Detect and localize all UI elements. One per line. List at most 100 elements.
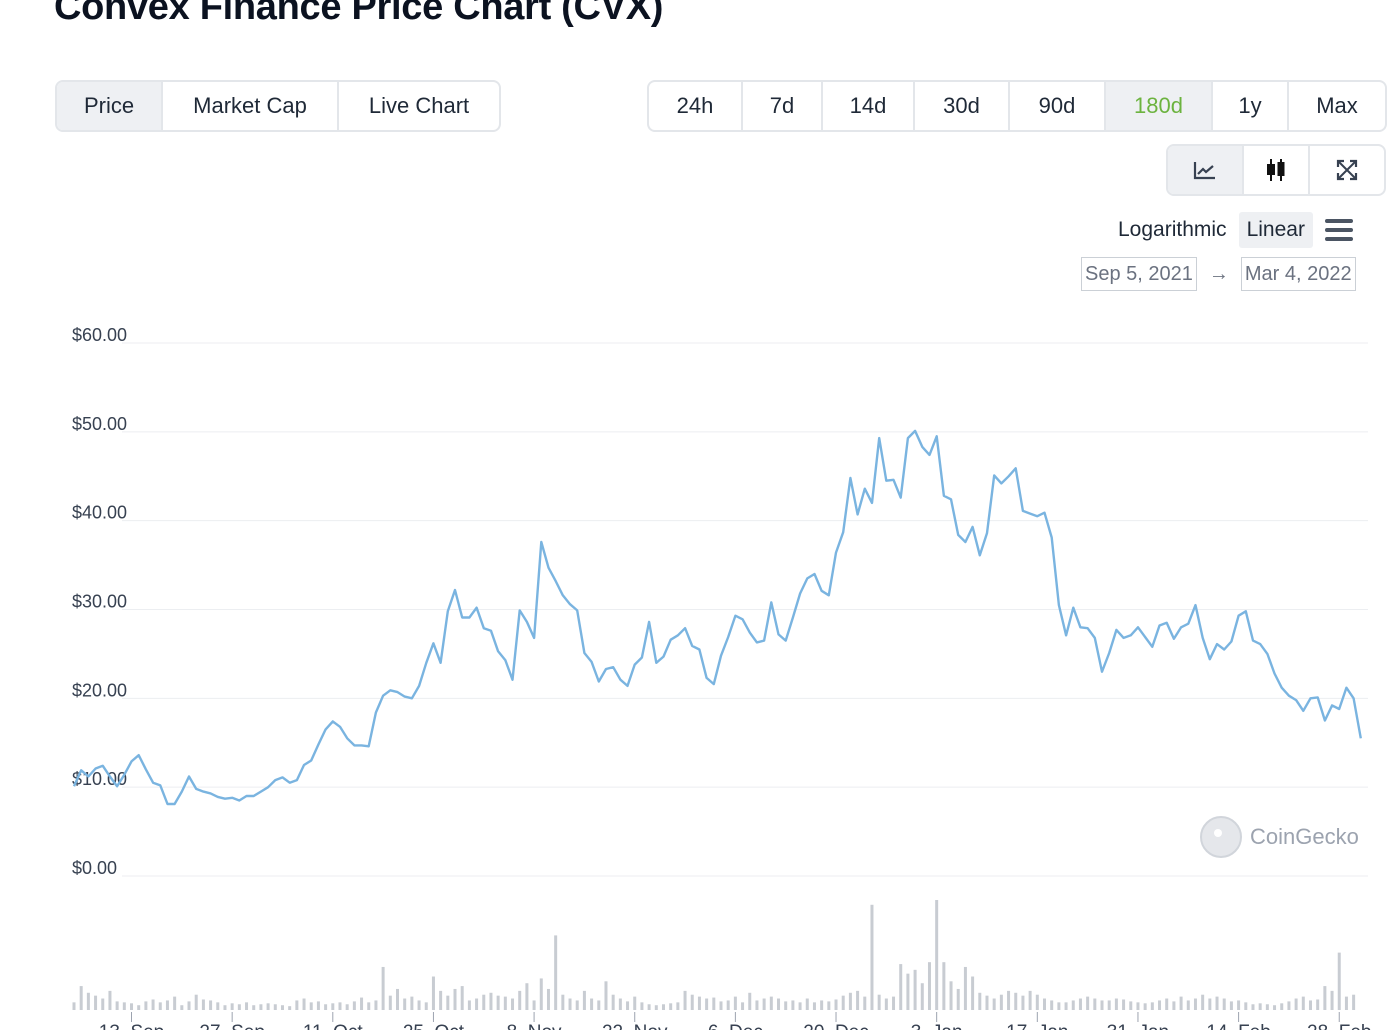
volume-bar xyxy=(352,1001,356,1010)
volume-bar xyxy=(777,998,781,1010)
volume-bar xyxy=(1294,998,1298,1010)
volume-bar xyxy=(590,998,594,1010)
x-tick-label: 17. Jan xyxy=(1006,1022,1068,1030)
volume-bar xyxy=(331,1003,335,1010)
volume-bar xyxy=(697,996,701,1010)
volume-bar xyxy=(913,969,917,1010)
volume-bar xyxy=(309,1002,313,1010)
scale-linear[interactable]: Linear xyxy=(1238,212,1313,248)
volume-bar xyxy=(1122,999,1126,1010)
volume-bar xyxy=(1136,1002,1140,1010)
hamburger-menu-icon[interactable] xyxy=(1324,219,1353,241)
volume-bar xyxy=(431,976,435,1010)
volume-bar xyxy=(223,1005,227,1010)
volume-bar xyxy=(1323,986,1327,1010)
volume-bar xyxy=(676,1002,680,1010)
volume-bar xyxy=(1273,1005,1277,1010)
volume-bar xyxy=(906,973,910,1010)
x-tick-label: 8. Nov xyxy=(507,1022,562,1030)
volume-bar xyxy=(489,992,493,1010)
chart-type-tabs: Price Market Cap Live Chart xyxy=(55,80,501,132)
tab-price[interactable]: Price xyxy=(57,82,163,130)
volume-bar xyxy=(1129,1001,1133,1010)
volume-bar xyxy=(245,1002,249,1010)
volume-bar xyxy=(992,998,996,1010)
tab-market-cap[interactable]: Market Cap xyxy=(163,82,339,130)
volume-bar xyxy=(216,1002,220,1010)
volume-bar xyxy=(927,962,931,1010)
volume-bar xyxy=(1071,1000,1075,1010)
range-max[interactable]: Max xyxy=(1316,93,1358,118)
volume-bar xyxy=(1043,998,1046,1010)
volume-bar xyxy=(518,990,522,1010)
volume-bar xyxy=(762,998,766,1010)
volume-bar xyxy=(410,996,414,1010)
range-1y[interactable]: 1y xyxy=(1213,82,1289,130)
y-tick-label: $60.00 xyxy=(72,325,127,345)
line-chart-icon xyxy=(1193,162,1215,180)
volume-bar xyxy=(316,1001,320,1010)
volume-bar xyxy=(1007,990,1011,1010)
tab-live-chart[interactable]: Live Chart xyxy=(368,93,470,118)
range-90d[interactable]: 90d xyxy=(1010,82,1106,130)
range-7d[interactable]: 7d xyxy=(743,82,823,130)
volume-bar xyxy=(597,1000,601,1010)
volume-bar xyxy=(122,1002,126,1010)
volume-bar xyxy=(1021,995,1025,1010)
volume-bar xyxy=(604,981,608,1010)
volume-bar xyxy=(1114,998,1118,1010)
candlestick-button[interactable] xyxy=(1244,146,1310,194)
volume-bar xyxy=(971,976,975,1010)
volume-bar xyxy=(453,988,457,1010)
volume-bar xyxy=(834,999,838,1010)
x-tick-label: 28. Feb xyxy=(1307,1022,1371,1030)
volume-bar xyxy=(1086,996,1090,1010)
date-start-input[interactable]: Sep 5, 2021 xyxy=(1081,257,1197,291)
volume-bar xyxy=(137,1005,141,1010)
volume-bar xyxy=(345,1004,349,1010)
volume-bar xyxy=(273,1004,277,1010)
volume-bar xyxy=(1172,1001,1176,1010)
scale-logarithmic[interactable]: Logarithmic xyxy=(1118,218,1227,241)
volume-bar xyxy=(230,1003,234,1010)
volume-bar xyxy=(784,1001,788,1010)
volume-bar xyxy=(1208,998,1212,1010)
x-tick-label: 31. Jan xyxy=(1107,1022,1169,1030)
date-range: Sep 5, 2021 → Mar 4, 2022 xyxy=(1081,257,1356,291)
volume-bar xyxy=(812,1002,816,1010)
volume-bar xyxy=(1165,998,1169,1010)
volume-bar xyxy=(877,994,881,1010)
volume-bar xyxy=(712,997,716,1010)
volume-bar xyxy=(690,994,694,1010)
volume-bar xyxy=(741,1002,745,1010)
fullscreen-button[interactable] xyxy=(1310,146,1384,194)
watermark-text: CoinGecko xyxy=(1250,824,1359,849)
range-24h[interactable]: 24h xyxy=(649,82,743,130)
date-end-input[interactable]: Mar 4, 2022 xyxy=(1240,257,1356,291)
candlestick-icon xyxy=(1267,159,1285,181)
volume-bar xyxy=(942,962,946,1010)
scale-toggle: Logarithmic Linear xyxy=(1110,210,1353,250)
volume-bar xyxy=(86,992,90,1010)
volume-bar xyxy=(1107,1000,1111,1010)
volume-bar xyxy=(1244,1002,1248,1010)
volume-bar xyxy=(683,990,687,1010)
volume-bar xyxy=(1337,952,1341,1010)
volume-bar xyxy=(532,1000,536,1010)
view-mode-tabs xyxy=(1166,144,1386,196)
volume-bar xyxy=(568,998,572,1010)
volume-bar xyxy=(511,998,515,1010)
range-30d[interactable]: 30d xyxy=(915,82,1010,130)
volume-bar xyxy=(403,998,407,1010)
range-180d[interactable]: 180d xyxy=(1106,82,1213,130)
volume-bar xyxy=(1330,990,1334,1010)
y-tick-label: $50.00 xyxy=(72,414,127,434)
volume-bar xyxy=(1229,1001,1233,1010)
volume-bar xyxy=(733,996,737,1010)
x-tick-label: 22. Nov xyxy=(602,1022,668,1030)
line-chart-button[interactable] xyxy=(1168,146,1244,194)
range-14d[interactable]: 14d xyxy=(823,82,915,130)
volume-bar xyxy=(259,1004,263,1010)
volume-bar xyxy=(798,1002,802,1010)
volume-bar xyxy=(856,990,860,1010)
